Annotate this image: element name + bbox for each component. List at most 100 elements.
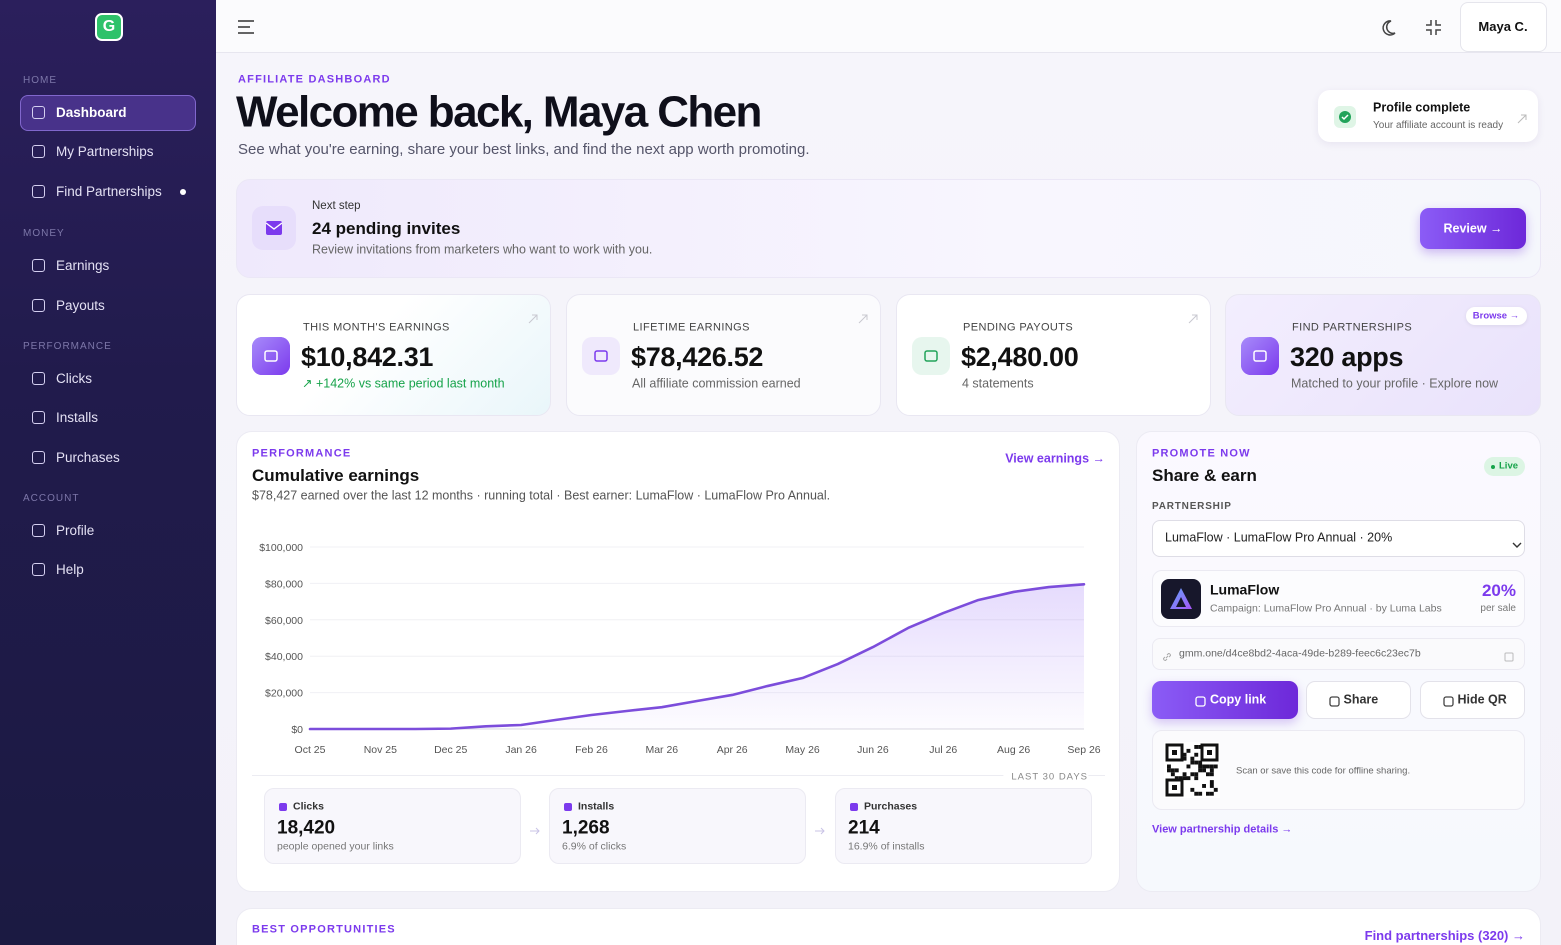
review-button-label[interactable]: Review → xyxy=(1443,221,1503,236)
nav-icon xyxy=(32,411,45,424)
external-icon xyxy=(1517,111,1527,124)
funnel-value: 18,420 xyxy=(277,817,336,839)
nav-icon xyxy=(32,372,45,385)
nav-icon xyxy=(32,299,45,312)
stat-label: THIS MONTH'S EARNINGS xyxy=(303,321,450,334)
button-label[interactable]: Share xyxy=(1343,692,1379,707)
stat-note: Matched to your profile · Explore now xyxy=(1291,376,1499,391)
theme-toggle xyxy=(1379,19,1397,37)
link-icon xyxy=(1162,649,1172,662)
x-tick-label: Jun 26 xyxy=(857,744,889,756)
browse-badge-label[interactable]: Browse → xyxy=(1472,310,1520,322)
nav-icon xyxy=(32,563,45,576)
funnel-arrow xyxy=(530,822,540,835)
divider xyxy=(252,775,1105,776)
app-logo xyxy=(1161,579,1201,619)
view-earnings-link[interactable]: View earnings → xyxy=(1005,451,1105,466)
copy-link-button[interactable] xyxy=(1152,681,1298,719)
eyebrow: BEST OPPORTUNITIES xyxy=(252,923,396,936)
nav-item[interactable]: My Partnerships xyxy=(56,143,154,159)
external-icon xyxy=(1188,311,1198,324)
details-link[interactable]: View partnership details → xyxy=(1152,823,1293,836)
funnel-label: Clicks xyxy=(293,800,324,813)
nav-item[interactable]: Installs xyxy=(56,409,99,425)
funnel-card xyxy=(835,788,1092,864)
browse-badge[interactable] xyxy=(1466,307,1527,325)
affiliate-link[interactable]: gmm.one/d4ce8bd2-4aca-49de-b289-feec6c23… xyxy=(1179,647,1421,660)
collapse-icon xyxy=(1426,20,1441,35)
card-subtitle: $78,427 earned over the last 12 months ·… xyxy=(252,488,831,503)
qr-code xyxy=(1164,742,1220,798)
nav-item[interactable]: Find Partnerships xyxy=(56,183,162,199)
nav-section-label: MONEY xyxy=(23,228,65,239)
x-tick-label: Oct 25 xyxy=(295,744,326,756)
nav-item[interactable]: Help xyxy=(56,561,84,577)
card-title: Cumulative earnings xyxy=(252,465,420,485)
menu-icon xyxy=(238,19,254,35)
nav-item[interactable]: Earnings xyxy=(56,257,110,273)
x-tick-label: Sep 26 xyxy=(1067,744,1100,756)
eyebrow: AFFILIATE DASHBOARD xyxy=(238,73,391,86)
y-tick-label: $60,000 xyxy=(265,615,303,627)
x-tick-label: Jul 26 xyxy=(929,744,957,756)
partnership-select[interactable] xyxy=(1152,520,1525,557)
select-value[interactable]: LumaFlow · LumaFlow Pro Annual · 20% xyxy=(1165,530,1393,545)
open-icon xyxy=(1504,649,1514,662)
topbar xyxy=(216,0,1561,53)
nav-icon xyxy=(32,185,45,198)
eyebrow: PERFORMANCE xyxy=(252,447,352,460)
next-step-card xyxy=(236,179,1541,278)
user-name[interactable]: Maya C. xyxy=(1478,19,1528,35)
x-tick-label: Nov 25 xyxy=(364,744,397,756)
button-label[interactable]: Hide QR xyxy=(1457,692,1507,707)
field-label: PARTNERSHIP xyxy=(1152,501,1232,512)
user-menu[interactable] xyxy=(1460,2,1547,52)
x-tick-label: Apr 26 xyxy=(717,744,748,756)
stat-value: 320 apps xyxy=(1290,341,1404,372)
review-button[interactable] xyxy=(1420,208,1526,249)
button-icon xyxy=(1195,694,1206,707)
funnel-label: Installs xyxy=(578,800,615,813)
nav-item[interactable]: Payouts xyxy=(56,297,105,313)
stat-note: 4 statements xyxy=(962,376,1034,391)
action-button[interactable] xyxy=(1306,681,1411,719)
button-label[interactable]: Copy link xyxy=(1210,692,1267,707)
period-label: LAST 30 DAYS xyxy=(1003,771,1088,783)
invite-icon xyxy=(252,206,296,250)
stat-note: ↗ +142% vs same period last month xyxy=(302,376,505,391)
x-tick-label: Dec 25 xyxy=(434,744,467,756)
stat-value: $78,426.52 xyxy=(631,341,764,372)
area-fill xyxy=(310,584,1084,729)
chevron xyxy=(1512,535,1522,548)
funnel-note: people opened your links xyxy=(277,840,394,853)
nav-icon xyxy=(32,106,45,119)
link-box[interactable] xyxy=(1152,638,1525,670)
stat-icon xyxy=(912,337,950,375)
app-name: LumaFlow xyxy=(1210,581,1280,598)
y-tick-label: $80,000 xyxy=(265,578,303,590)
y-tick-label: $40,000 xyxy=(265,651,303,663)
nav-icon xyxy=(32,259,45,272)
action-button[interactable] xyxy=(1420,681,1525,719)
button-icon xyxy=(1328,694,1340,707)
stat-label: PENDING PAYOUTS xyxy=(963,321,1074,334)
live-label: Live xyxy=(1499,460,1519,472)
nav-item[interactable]: Clicks xyxy=(56,370,92,386)
x-tick-label: Aug 26 xyxy=(997,744,1030,756)
nav-item[interactable]: Profile xyxy=(56,522,95,538)
logo[interactable]: G xyxy=(95,13,123,41)
external-icon xyxy=(858,311,868,324)
find-partnerships-link[interactable]: Find partnerships (320) → xyxy=(1364,928,1525,944)
card-title: Share & earn xyxy=(1152,465,1257,485)
x-tick-label: Mar 26 xyxy=(645,744,678,756)
next-step-title: 24 pending invites xyxy=(312,218,461,238)
next-step-text: Review invitations from marketers who wa… xyxy=(312,242,653,257)
next-step-label: Next step xyxy=(312,200,361,213)
nav-item[interactable]: Purchases xyxy=(56,449,120,465)
funnel-note: 16.9% of installs xyxy=(848,840,925,853)
new-indicator xyxy=(180,189,186,195)
stat-label: LIFETIME EARNINGS xyxy=(633,321,750,334)
nav-item[interactable]: Dashboard xyxy=(56,104,127,120)
x-tick-label: Feb 26 xyxy=(575,744,608,756)
